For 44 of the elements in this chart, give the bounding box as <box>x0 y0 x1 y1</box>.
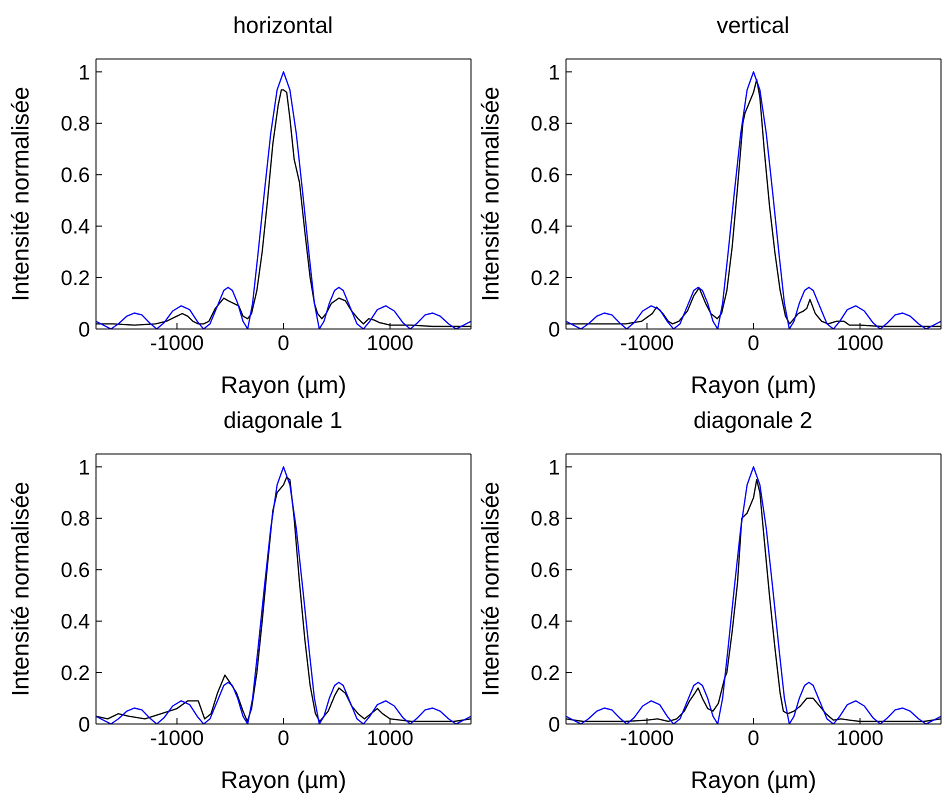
y-tick-label: 1 <box>548 61 560 84</box>
y-tick-label: 0.8 <box>60 112 90 136</box>
x-tick-label: -1000 <box>620 332 674 355</box>
x-axis-title: Rayon (µm) <box>690 767 816 794</box>
chart-title: horizontal <box>232 11 334 40</box>
y-tick-label: 0.8 <box>60 508 90 531</box>
x-tick-label: 0 <box>278 726 290 750</box>
chart-title: diagonale 1 <box>222 406 344 435</box>
x-tick-label: 1000 <box>836 726 884 750</box>
y-axis-title: Intensité normalisée <box>8 86 35 302</box>
x-tick-label: 1000 <box>366 332 414 355</box>
y-tick-label: 0.8 <box>530 508 560 531</box>
x-tick-label: 1000 <box>366 726 414 750</box>
y-axis-title: Intensité normalisée <box>8 482 35 696</box>
y-tick-label: 0.4 <box>530 216 560 239</box>
chart-title: diagonale 2 <box>692 406 814 435</box>
y-tick-label: 0.2 <box>60 267 90 290</box>
y-axis-title: Intensité normalisée <box>478 86 505 302</box>
y-tick-label: 0.2 <box>530 662 560 686</box>
x-tick-label: 0 <box>278 332 290 355</box>
y-tick-label: 0.4 <box>530 610 560 634</box>
y-tick-label: 0.4 <box>60 216 90 239</box>
x-tick-label: -1000 <box>620 726 674 750</box>
x-tick-label: 1000 <box>836 332 884 355</box>
y-tick-label: 0.6 <box>530 164 560 188</box>
x-axis-title: Rayon (µm) <box>690 372 816 399</box>
y-tick-label: 0.4 <box>60 610 90 634</box>
x-tick-label: 0 <box>748 726 760 750</box>
x-tick-label: -1000 <box>150 332 204 355</box>
y-tick-label: 0.8 <box>530 112 560 136</box>
x-axis-title: Rayon (µm) <box>220 767 346 794</box>
y-tick-label: 0.2 <box>60 662 90 686</box>
y-tick-label: 0.2 <box>530 267 560 290</box>
x-tick-label: 0 <box>748 332 760 355</box>
y-axis-title: Intensité normalisée <box>478 482 505 696</box>
x-axis-title: Rayon (µm) <box>220 372 346 399</box>
x-tick-label: -1000 <box>150 726 204 750</box>
y-tick-label: 0.6 <box>60 559 90 582</box>
y-tick-label: 0.6 <box>60 164 90 188</box>
y-tick-label: 1 <box>78 456 90 480</box>
y-tick-label: 1 <box>548 456 560 480</box>
y-tick-label: 1 <box>78 61 90 84</box>
y-tick-label: 0.6 <box>530 559 560 582</box>
chart-title: vertical <box>716 11 790 40</box>
